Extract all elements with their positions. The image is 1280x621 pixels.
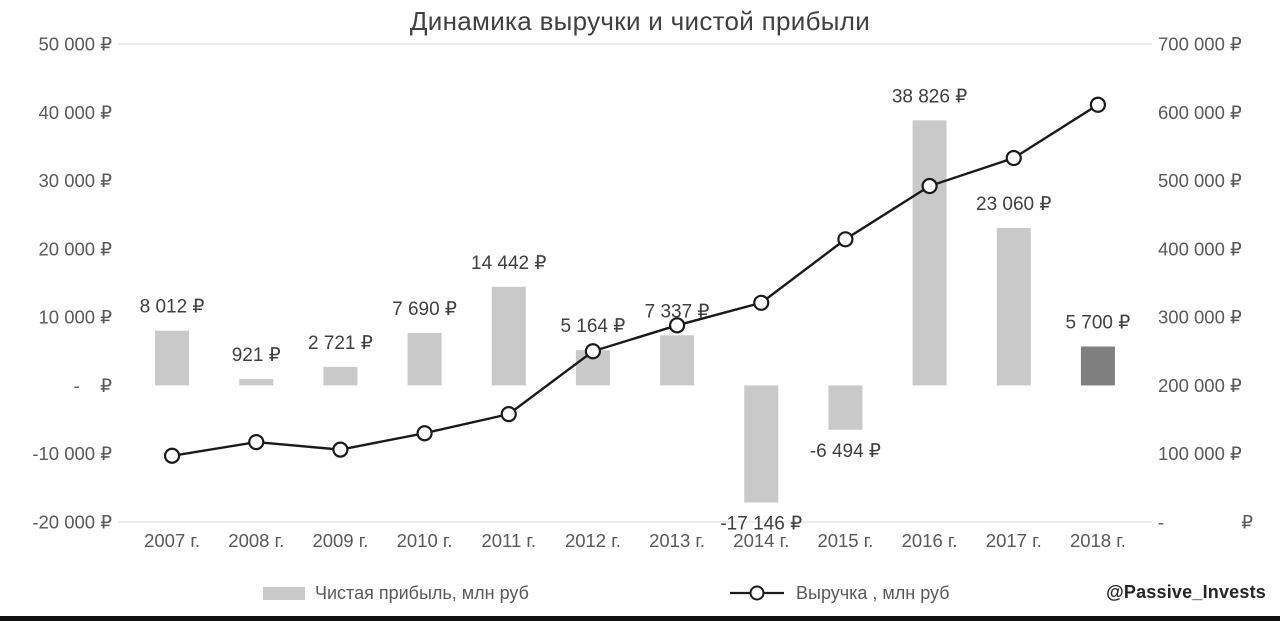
right-axis-tick: 700 000 ₽ — [1158, 34, 1242, 55]
right-axis-tick: 400 000 ₽ — [1158, 238, 1242, 259]
bar-value-label: 5 700 ₽ — [1065, 313, 1130, 334]
x-axis-label: 2007 г. — [144, 530, 200, 551]
legend-line-label: Выручка , млн руб — [796, 582, 950, 603]
bar-value-label: 921 ₽ — [232, 345, 281, 366]
x-axis-label: 2008 г. — [228, 530, 284, 551]
net-profit-bar — [828, 385, 863, 430]
right-axis-tick: 100 000 ₽ — [1158, 443, 1242, 464]
left-axis-tick: 10 000 ₽ — [39, 307, 113, 328]
bar-value-label: 14 442 ₽ — [471, 253, 546, 274]
net-profit-bar — [239, 379, 274, 386]
revenue-line — [171, 103, 1099, 457]
revenue-line-marker — [584, 343, 602, 360]
bar-value-label: 7 690 ₽ — [392, 299, 457, 320]
left-axis-tick: 20 000 ₽ — [39, 238, 113, 259]
bar-value-label: 2 721 ₽ — [308, 333, 373, 354]
left-axis-tick: 30 000 ₽ — [39, 170, 113, 191]
bar-value-label: -17 146 ₽ — [720, 514, 802, 535]
bar-value-label: -6 494 ₽ — [810, 441, 881, 462]
bar-value-label: 7 337 ₽ — [645, 301, 710, 322]
x-axis-label: 2011 г. — [481, 530, 536, 551]
x-axis-label: 2012 г. — [565, 530, 621, 551]
legend-item-revenue: Выручка , млн руб — [728, 582, 950, 603]
revenue-line-marker — [163, 447, 181, 464]
revenue-line-marker — [921, 177, 938, 195]
x-axis-label: 2016 г. — [902, 530, 958, 551]
net-profit-bar — [323, 366, 358, 386]
right-axis-tick: 300 000 ₽ — [1158, 307, 1242, 328]
left-axis-tick: -10 000 ₽ — [32, 443, 112, 464]
net-profit-bar — [1080, 346, 1115, 386]
x-axis-label: 2013 г. — [649, 530, 705, 551]
net-profit-bar — [912, 120, 947, 386]
right-axis-tick: 600 000 ₽ — [1158, 102, 1242, 123]
x-axis-label: 2010 г. — [397, 530, 453, 551]
bar-value-label: 38 826 ₽ — [892, 86, 967, 107]
net-profit-bar — [996, 227, 1031, 386]
legend-bars-label: Чистая прибыль, млн руб — [315, 582, 529, 603]
right-axis-tick: 200 000 ₽ — [1158, 375, 1242, 396]
watermark: @Passive_Invests — [1106, 582, 1266, 602]
revenue-line-marker — [1089, 96, 1107, 113]
left-axis-tick: 50 000 ₽ — [39, 34, 113, 55]
net-profit-bar — [744, 385, 779, 503]
left-axis-tick: 40 000 ₽ — [39, 102, 113, 123]
x-axis-label: 2015 г. — [817, 530, 873, 551]
revenue-line-marker — [248, 434, 265, 451]
legend-item-net-profit: Чистая прибыль, млн руб — [263, 582, 529, 603]
revenue-line-marker — [753, 294, 770, 311]
left-axis-tick: -20 000 ₽ — [32, 512, 112, 533]
net-profit-bar — [491, 286, 526, 386]
net-profit-bar — [660, 335, 695, 386]
bar-value-label: 23 060 ₽ — [976, 194, 1051, 215]
revenue-line-marker — [500, 406, 517, 423]
right-axis-tick: - ₽ — [1158, 512, 1253, 533]
revenue-line-marker — [332, 441, 349, 458]
left-axis-tick: - ₽ — [74, 375, 113, 396]
legend-bar-swatch — [263, 586, 305, 600]
net-profit-bar — [407, 332, 442, 386]
chart-title: Динамика выручки и чистой прибыли — [409, 6, 871, 36]
legend-line-sample-icon — [730, 585, 784, 601]
bottom-border — [0, 616, 1280, 621]
right-axis-tick: 500 000 ₽ — [1158, 170, 1242, 191]
x-axis-label: 2017 г. — [986, 530, 1042, 551]
revenue-line-marker — [837, 231, 854, 248]
revenue-line-marker — [1005, 149, 1022, 167]
net-profit-bar — [155, 330, 190, 386]
revenue-line-marker — [668, 317, 686, 334]
bar-value-label: 8 012 ₽ — [140, 297, 205, 318]
revenue-line-marker — [416, 425, 433, 442]
bar-value-label: 5 164 ₽ — [560, 316, 625, 337]
x-axis-label: 2009 г. — [312, 530, 368, 551]
x-axis-label: 2018 г. — [1070, 530, 1126, 551]
x-axis-label: 2014 г. — [733, 530, 789, 551]
